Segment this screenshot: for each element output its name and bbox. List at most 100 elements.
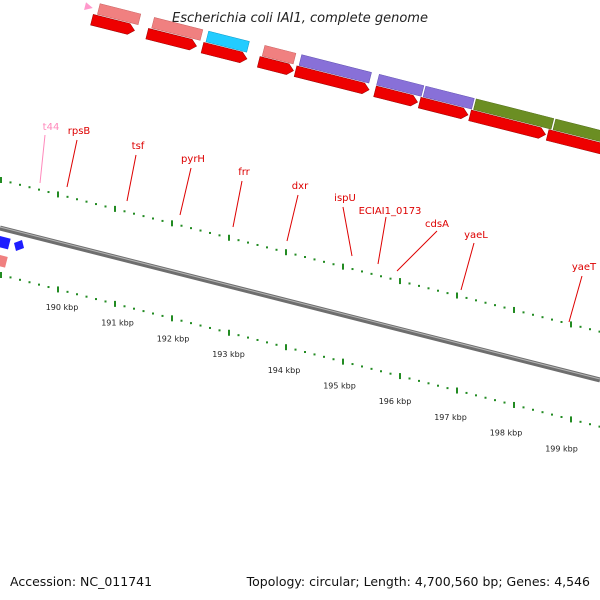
gc-mark bbox=[532, 408, 534, 411]
gc-mark bbox=[589, 328, 591, 331]
feature-yaeL[interactable] bbox=[473, 98, 555, 130]
gc-mark bbox=[104, 205, 107, 208]
gc-mark bbox=[389, 372, 392, 375]
gc-mark bbox=[161, 314, 164, 317]
gc-mark bbox=[408, 282, 411, 285]
gc-mark bbox=[342, 358, 344, 365]
gc-mark bbox=[437, 289, 439, 292]
cds-arrow-5[interactable] bbox=[293, 65, 370, 95]
gc-mark bbox=[579, 325, 582, 328]
gc-mark bbox=[0, 177, 2, 183]
gc-mark bbox=[171, 315, 173, 322]
feature-yaeT[interactable] bbox=[552, 118, 600, 160]
gc-mark bbox=[180, 319, 183, 322]
gc-mark bbox=[446, 292, 449, 295]
gc-mark bbox=[408, 377, 411, 380]
feature-rpsB[interactable] bbox=[97, 3, 142, 25]
gc-mark bbox=[551, 413, 553, 416]
gc-mark bbox=[313, 353, 316, 356]
label-leader-line bbox=[377, 216, 387, 265]
label-leader-line bbox=[460, 242, 475, 291]
gene-label[interactable]: dxr bbox=[292, 181, 309, 192]
gc-mark bbox=[560, 320, 563, 323]
feature-cdsA[interactable] bbox=[422, 85, 475, 110]
gc-mark bbox=[475, 299, 477, 302]
position-tick-label: 192 kbp bbox=[157, 334, 190, 343]
gc-mark bbox=[389, 277, 392, 280]
gc-mark bbox=[95, 203, 97, 206]
gc-mark bbox=[95, 298, 97, 301]
cds-arrow-9[interactable] bbox=[545, 129, 600, 175]
cds-arrow-4[interactable] bbox=[257, 56, 295, 76]
feature-blue-1[interactable] bbox=[0, 236, 11, 250]
gc-mark bbox=[484, 396, 487, 399]
gc-mark bbox=[503, 401, 506, 404]
gc-mark bbox=[513, 401, 515, 408]
gc-mark bbox=[218, 234, 221, 237]
position-tick-label: 196 kbp bbox=[379, 397, 412, 406]
gene-label[interactable]: yaeL bbox=[464, 230, 488, 241]
label-leader-line bbox=[126, 154, 137, 202]
gc-mark bbox=[437, 384, 439, 387]
gc-mark bbox=[47, 191, 50, 194]
label-leader-line bbox=[232, 180, 243, 228]
gc-mark bbox=[456, 292, 458, 299]
cds-arrow-8[interactable] bbox=[468, 109, 547, 140]
gene-label[interactable]: rpsB bbox=[68, 126, 91, 137]
cds-arrow-1[interactable] bbox=[90, 14, 136, 35]
topology-label: Topology: circular; Length: 4,700,560 bp… bbox=[246, 574, 590, 589]
gc-mark bbox=[313, 258, 316, 261]
gc-mark bbox=[570, 416, 572, 423]
cds-arrow-6[interactable] bbox=[373, 85, 419, 107]
gc-mark bbox=[85, 295, 88, 298]
gc-mark bbox=[532, 313, 534, 316]
gc-mark bbox=[237, 334, 240, 337]
feature-tsf[interactable] bbox=[151, 17, 204, 41]
cds-arrows-row bbox=[90, 14, 600, 175]
gc-mark bbox=[190, 227, 192, 230]
gc-mark bbox=[465, 391, 468, 394]
gc-mark bbox=[28, 281, 31, 284]
feature-dxr[interactable] bbox=[298, 54, 372, 84]
left-edge-features bbox=[0, 236, 24, 268]
gc-mark bbox=[123, 305, 126, 308]
gc-mark bbox=[285, 344, 287, 351]
gc-mark bbox=[237, 239, 240, 242]
position-tick-label: 191 kbp bbox=[101, 319, 134, 328]
feature-ispU[interactable] bbox=[376, 74, 425, 97]
map-title: Escherichia coli IAI1, complete genome bbox=[172, 11, 428, 26]
cds-arrow-2[interactable] bbox=[145, 28, 198, 51]
gc-mark bbox=[228, 234, 230, 241]
gc-mark bbox=[332, 263, 335, 266]
cds-arrow-3[interactable] bbox=[200, 42, 248, 64]
feature-t44[interactable] bbox=[84, 2, 94, 12]
gene-label[interactable]: t44 bbox=[43, 122, 60, 133]
gc-mark bbox=[152, 312, 154, 315]
gc-mark bbox=[475, 394, 477, 397]
gc-mark bbox=[85, 200, 88, 203]
gc-mark bbox=[266, 341, 268, 344]
gene-label[interactable]: ECIAI1_0173 bbox=[359, 206, 422, 217]
gc-mark bbox=[256, 338, 259, 341]
gc-mark bbox=[484, 301, 487, 304]
gene-label[interactable]: frr bbox=[238, 167, 250, 178]
gene-label[interactable]: pyrH bbox=[181, 154, 205, 165]
gc-mark bbox=[541, 411, 544, 414]
gc-mark bbox=[304, 351, 306, 354]
gene-label[interactable]: cdsA bbox=[425, 219, 449, 230]
position-tick-label: 198 kbp bbox=[490, 429, 523, 438]
feature-left-red[interactable] bbox=[0, 255, 8, 268]
gene-label[interactable]: yaeT bbox=[572, 262, 597, 273]
feature-frr[interactable] bbox=[261, 45, 297, 65]
gene-label[interactable]: ispU bbox=[334, 193, 356, 204]
gc-mark bbox=[209, 231, 211, 234]
feature-pyrH[interactable] bbox=[205, 30, 250, 53]
gc-mark bbox=[541, 316, 544, 319]
cds-arrow-7[interactable] bbox=[417, 96, 469, 120]
gene-label[interactable]: tsf bbox=[132, 141, 145, 152]
gc-mark bbox=[218, 329, 221, 332]
gc-mark bbox=[247, 241, 249, 244]
feature-blue-2[interactable] bbox=[14, 240, 24, 251]
gc-mark bbox=[589, 423, 591, 426]
gc-mark bbox=[38, 188, 40, 191]
